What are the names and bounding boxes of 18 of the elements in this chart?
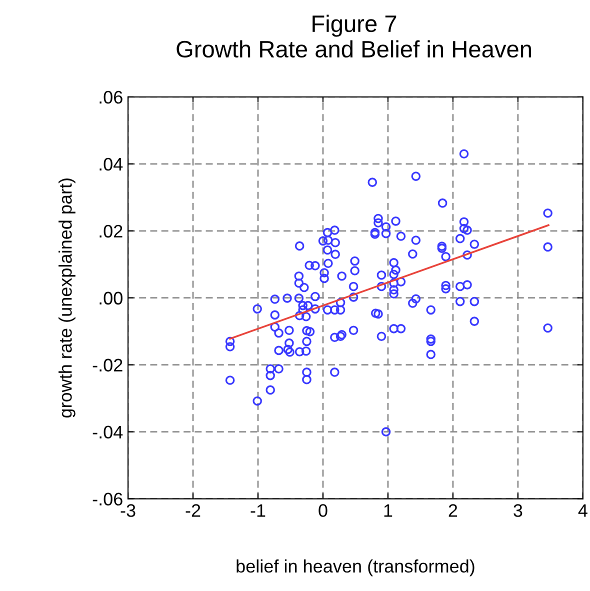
y-tick-label: -.02 [92,358,122,372]
y-tick-label: -.06 [92,492,122,506]
x-tick-label: -1 [250,504,266,517]
y-tick-label: .00 [100,292,122,305]
x-tick-label: -3 [120,504,136,517]
x-tick-label: 0 [318,504,328,517]
x-tick-label: 2 [448,504,458,517]
y-tick-label: -.04 [92,426,123,439]
x-tick-label: -2 [186,504,200,517]
chart-title: Figure 7 Growth Rate and Belief in Heaven [176,14,531,58]
y-tick-label: .06 [100,90,122,104]
x-tick-label: 4 [578,504,588,517]
y-axis-title: growth rate (unexplained part) [58,178,76,418]
x-axis-title: belief in heaven (transformed) [236,559,474,576]
y-tick-label: .02 [100,224,122,238]
x-tick-label: 1 [384,504,392,517]
y-tick-label: .04 [100,158,123,171]
x-tick-label: 3 [514,504,522,517]
